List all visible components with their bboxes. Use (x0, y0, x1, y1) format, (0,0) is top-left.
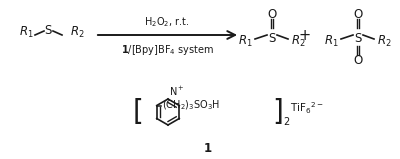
Text: [: [ (132, 98, 144, 126)
Text: S: S (44, 24, 52, 37)
Text: H$_2$O$_2$, r.t.: H$_2$O$_2$, r.t. (144, 15, 190, 29)
Text: 2: 2 (283, 117, 289, 127)
Text: $\mathbf{1}$: $\mathbf{1}$ (203, 142, 213, 155)
Text: ]: ] (272, 98, 284, 126)
Text: R$_1$: R$_1$ (238, 33, 253, 48)
Text: +: + (299, 28, 311, 44)
Text: R$_2$: R$_2$ (377, 33, 392, 48)
Text: $\mathsf{(CH_2)_3SO_3H}$: $\mathsf{(CH_2)_3SO_3H}$ (162, 99, 220, 112)
Text: TiF$_6$$^{2-}$: TiF$_6$$^{2-}$ (290, 100, 324, 116)
Text: O: O (267, 7, 277, 21)
Text: $\mathbf{1}$/[Bpy]BF$_4$ system: $\mathbf{1}$/[Bpy]BF$_4$ system (120, 43, 214, 57)
Text: N$^+$: N$^+$ (169, 85, 184, 98)
Text: R$_1$: R$_1$ (19, 24, 34, 40)
Text: O: O (353, 53, 363, 66)
Text: R$_2$: R$_2$ (291, 33, 306, 48)
Text: O: O (353, 7, 363, 21)
Text: R$_1$: R$_1$ (324, 33, 339, 48)
Text: S: S (354, 31, 362, 45)
Text: R$_2$: R$_2$ (70, 24, 85, 40)
Text: S: S (268, 31, 276, 45)
